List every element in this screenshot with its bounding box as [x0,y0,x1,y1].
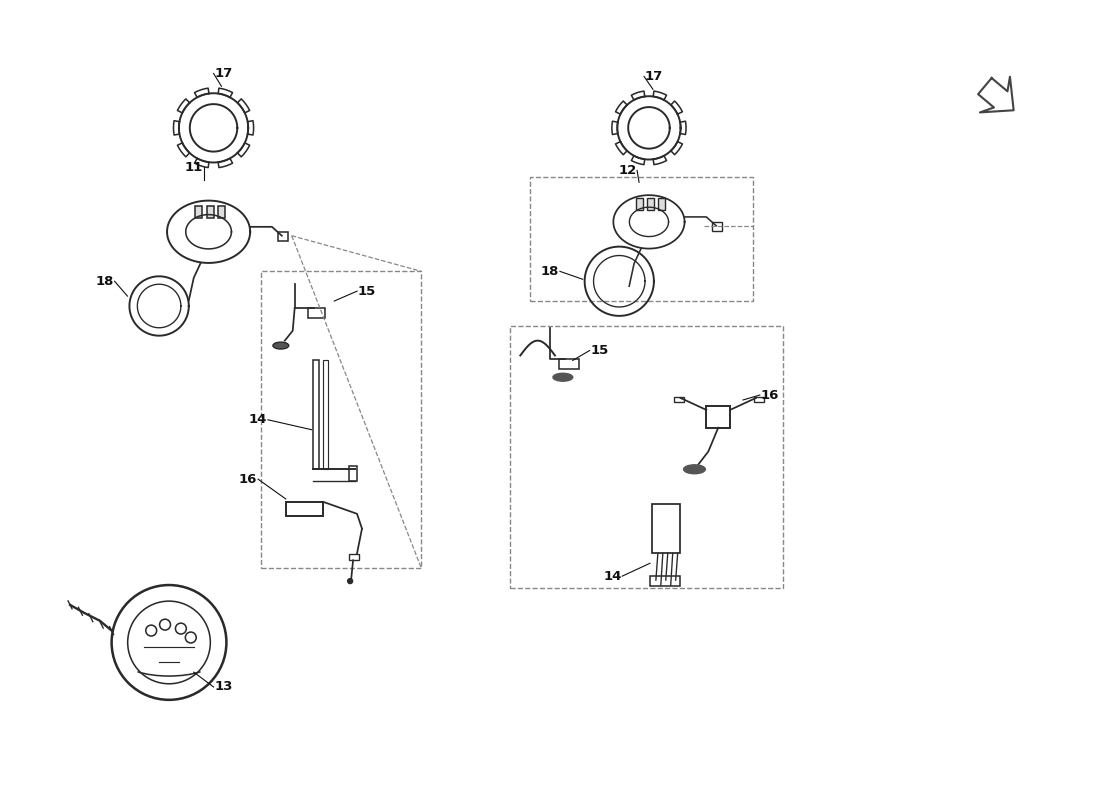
Bar [323,361,328,470]
Bar [636,198,642,210]
Text: 17: 17 [214,67,232,80]
Bar [195,206,202,218]
Ellipse shape [273,342,289,349]
Text: 13: 13 [214,681,232,694]
Bar [308,308,326,318]
Bar [673,397,683,402]
Bar [659,198,666,210]
Bar [530,178,752,301]
Ellipse shape [683,465,705,474]
Text: 14: 14 [603,570,622,582]
Text: 17: 17 [645,70,663,83]
Bar [650,576,680,586]
Text: 11: 11 [185,161,202,174]
Bar [706,406,730,428]
Bar [349,554,359,560]
Text: 18: 18 [96,274,114,288]
Bar [286,502,323,516]
Bar [559,359,579,370]
Bar [652,504,680,554]
Text: 18: 18 [541,265,559,278]
Bar [510,326,782,588]
Ellipse shape [553,374,573,381]
Bar [278,232,288,241]
Bar [754,397,763,402]
Text: 15: 15 [358,285,376,298]
Text: 15: 15 [591,344,608,357]
Bar [261,271,421,568]
Bar [713,222,723,230]
Text: 16: 16 [239,473,257,486]
Circle shape [348,578,353,583]
Bar [218,206,224,218]
Bar [314,361,319,470]
Text: 12: 12 [618,164,636,177]
Bar [349,466,358,481]
Bar [207,206,215,218]
Text: 16: 16 [760,389,779,402]
Text: 14: 14 [249,414,267,426]
Bar [648,198,654,210]
